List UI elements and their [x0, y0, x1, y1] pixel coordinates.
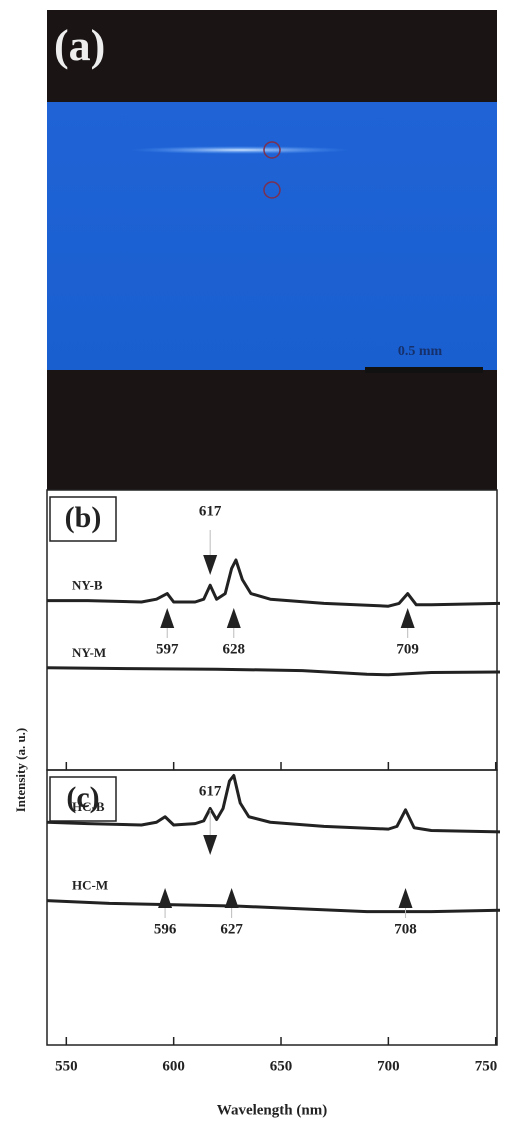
spot-marker — [263, 141, 281, 159]
panel-label: (a) — [54, 21, 105, 70]
x-axis-label: Wavelength (nm) — [217, 1102, 327, 1118]
x-tick-label: 600 — [162, 1058, 185, 1074]
peak-label: 596 — [154, 921, 177, 937]
peak-label: 708 — [394, 921, 417, 937]
x-tick-label: 700 — [377, 1058, 400, 1074]
peak-label: 617 — [199, 503, 222, 519]
streak — [130, 146, 350, 154]
panel-label: (b) — [65, 501, 102, 534]
arrow-head — [224, 888, 239, 908]
spot-marker — [263, 181, 281, 199]
peak-label: 617 — [199, 783, 222, 799]
panel-frame — [46, 769, 498, 1046]
spectrum — [46, 666, 501, 677]
panel-label-box — [49, 776, 117, 822]
arrow-head — [203, 835, 218, 855]
arrow-head — [158, 888, 173, 908]
spectrum — [46, 899, 501, 914]
scale-bar — [365, 367, 483, 373]
arrow-head — [398, 888, 413, 908]
arrow-head — [203, 555, 218, 575]
x-tick-label: 550 — [55, 1058, 78, 1074]
spectrum — [47, 558, 501, 608]
x-tick-label: 750 — [475, 1058, 498, 1074]
arrow-head — [400, 608, 415, 628]
series-label: NY-B — [72, 578, 103, 593]
peak-label: 597 — [156, 641, 179, 657]
series-label: HC-M — [72, 878, 108, 893]
series-label: NY-M — [72, 645, 106, 660]
series-label: HC-B — [72, 799, 105, 814]
peak-label: 628 — [223, 641, 246, 657]
panel-label-box — [49, 496, 117, 542]
scale-label: 0.5 mm — [398, 344, 443, 359]
y-axis-label: Intensity (a. u.) — [13, 728, 28, 813]
arrow-head — [226, 608, 241, 628]
peak-label: 709 — [396, 641, 419, 657]
x-tick-label: 650 — [270, 1058, 293, 1074]
panel-label: (c) — [66, 781, 99, 814]
peak-label: 627 — [220, 921, 243, 937]
spectrum — [46, 774, 501, 834]
arrow-head — [160, 608, 175, 628]
